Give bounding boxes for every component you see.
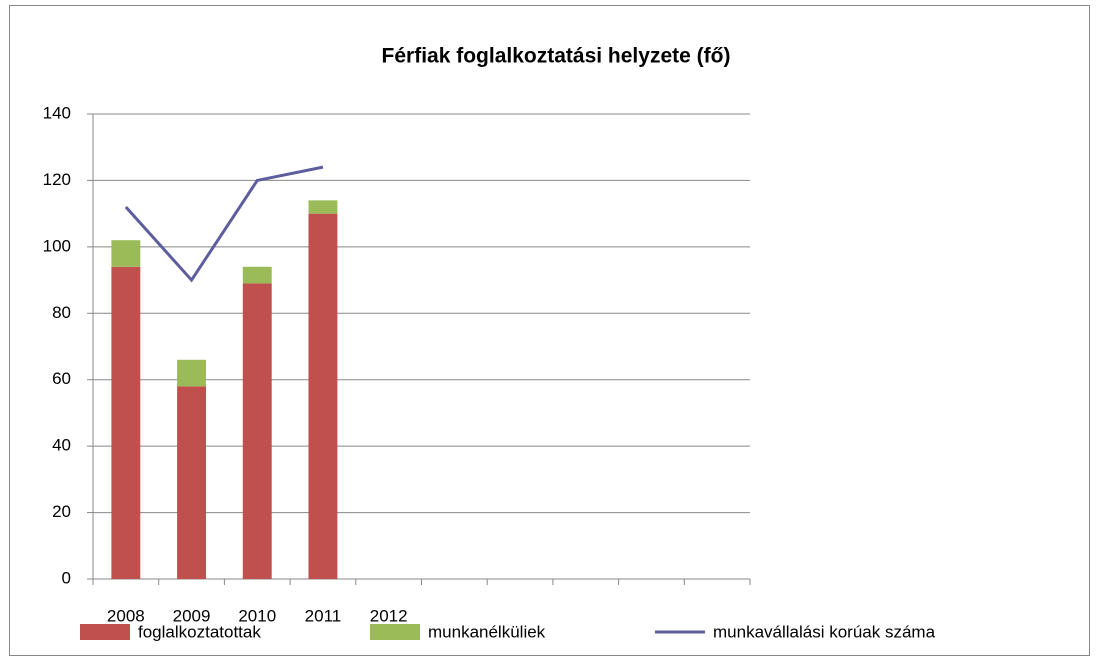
legend-label: munkavállalási korúak száma (713, 622, 936, 641)
bar (177, 359, 207, 387)
bar (111, 240, 141, 267)
legend-label: munkanélküliek (428, 622, 546, 641)
y-tick-label: 120 (43, 170, 71, 189)
x-tick-label: 2010 (238, 606, 276, 625)
y-tick-label: 80 (52, 303, 71, 322)
bar (308, 213, 338, 579)
y-tick-label: 60 (52, 369, 71, 388)
legend-swatch (370, 624, 420, 640)
x-tick-label: 2008 (107, 606, 145, 625)
bar (242, 283, 272, 579)
line (124, 165, 324, 283)
x-tick-label: 2012 (370, 606, 408, 625)
y-tick-label: 140 (43, 103, 71, 122)
legend-swatch (80, 624, 130, 640)
chart-border (9, 5, 1090, 656)
chart-title: Férfiak foglalkoztatási helyzete (fő) (382, 45, 731, 68)
y-tick-label: 40 (52, 436, 71, 455)
bar (177, 386, 207, 579)
bar (111, 266, 141, 579)
y-tick-label: 100 (43, 236, 71, 255)
legend-label: foglalkoztatottak (138, 622, 261, 641)
bar (308, 200, 338, 214)
bar (242, 266, 272, 284)
x-tick-label: 2009 (173, 606, 211, 625)
y-tick-label: 0 (62, 568, 71, 587)
x-tick-label: 2011 (305, 606, 342, 625)
y-tick-label: 20 (52, 502, 71, 521)
